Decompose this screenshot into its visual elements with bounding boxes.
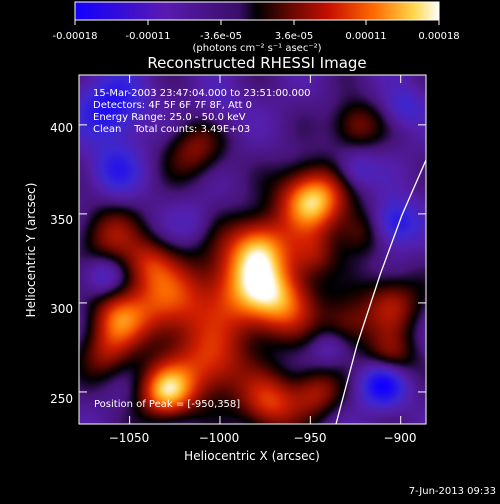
axis-ticks: [79, 75, 426, 424]
annotation-energy-range: Energy Range: 25.0 - 50.0 keV: [93, 112, 246, 123]
x-tick-label: −900: [384, 431, 417, 445]
annotation-peak-position: Position of Peak = [-950,358]: [94, 399, 240, 410]
x-tick-label: −1050: [109, 431, 150, 445]
chart-title: Reconstructed RHESSI Image: [147, 54, 366, 72]
solar-limb-line: [335, 159, 426, 424]
y-tick-label: 400: [50, 121, 73, 135]
colorbar-tick-label: 0.00018: [418, 31, 459, 42]
plot-frame: [78, 74, 427, 425]
y-tick-label: 250: [50, 392, 73, 406]
colorbar-unit-label: (photons cm⁻² s⁻¹ asec⁻²): [192, 43, 321, 54]
colorbar-tick-label: -0.00018: [53, 31, 98, 42]
x-tick-label: −1000: [199, 431, 240, 445]
annotation-clean-counts: Clean Total counts: 3.49E+03: [93, 124, 250, 135]
colorbar-tick-label: 3.6e-05: [275, 31, 313, 42]
y-axis-label: Heliocentric Y (arcsec): [24, 183, 38, 318]
colorbar: [74, 1, 440, 21]
x-tick-label: −950: [294, 431, 327, 445]
y-tick-label: 300: [50, 302, 73, 316]
y-tick-label: 350: [50, 213, 73, 227]
colorbar-tick-label: 0.00011: [345, 31, 386, 42]
annotation-detectors: Detectors: 4F 5F 6F 7F 8F, Att 0: [93, 100, 252, 111]
x-axis-label: Heliocentric X (arcsec): [184, 449, 320, 463]
colorbar-tick-label: -3.6e-05: [200, 31, 242, 42]
colorbar-ticks: [74, 20, 440, 25]
annotation-time-range: 15-Mar-2003 23:47:04.000 to 23:51:00.000: [93, 88, 311, 99]
heatmap-image: [79, 75, 426, 424]
footer-date: 7-Jun-2013 09:33: [409, 486, 496, 497]
colorbar-tick-label: -0.00011: [126, 31, 171, 42]
